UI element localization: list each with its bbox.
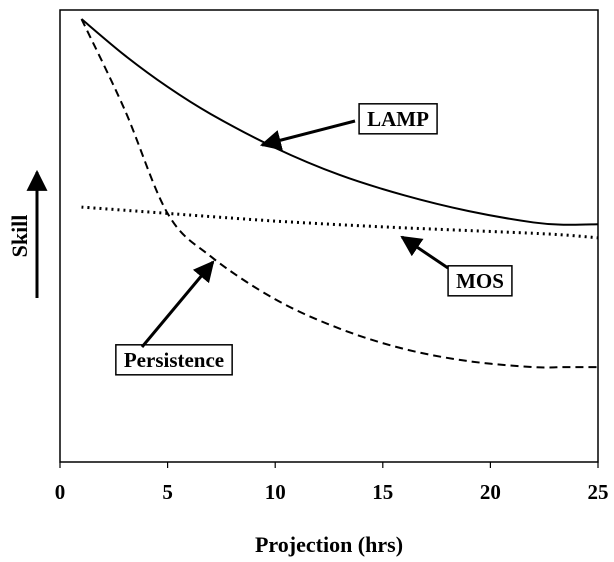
- x-axis-label: Projection (hrs): [255, 532, 403, 557]
- series-line: [81, 205, 599, 240]
- annotation-label: Persistence: [124, 348, 224, 372]
- x-tick-label: 20: [480, 480, 501, 504]
- series-line: [80, 18, 598, 369]
- x-tick-label: 10: [265, 480, 286, 504]
- plot-frame: [59, 9, 599, 463]
- x-tick-label: 5: [162, 480, 173, 504]
- annotation-arrow: [259, 119, 356, 151]
- x-tick-label: 0: [55, 480, 66, 504]
- annotation-box: [115, 344, 233, 376]
- annotation-arrow: [140, 260, 215, 348]
- x-tick-label: 15: [372, 480, 393, 504]
- annotation-label: MOS: [456, 269, 504, 293]
- y-axis-label: Skill: [7, 215, 32, 258]
- annotation-box: [447, 265, 513, 297]
- annotation-arrow: [400, 235, 449, 270]
- x-tick-label: 25: [588, 480, 609, 504]
- annotation-box: [358, 103, 438, 135]
- annotation-label: LAMP: [367, 107, 429, 131]
- series-line: [80, 18, 599, 226]
